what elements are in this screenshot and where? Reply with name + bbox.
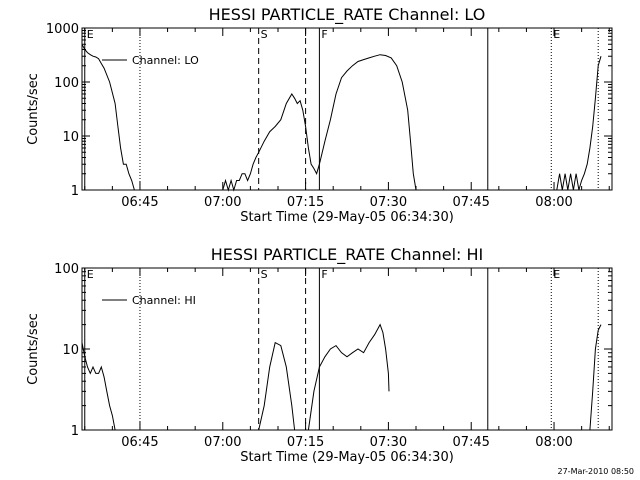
x-tick-label: 07:00 [204, 195, 241, 210]
x-tick-label: 07:30 [370, 195, 407, 210]
x-tick-label: 07:15 [287, 195, 324, 210]
x-tick-label: 08:00 [535, 435, 572, 450]
series-line [82, 342, 116, 431]
y-tick-label: 1000 [46, 22, 79, 37]
x-axis-label: Start Time (29-May-05 06:34:30) [240, 450, 454, 465]
x-tick-label: 07:15 [287, 435, 324, 450]
chart-panel-2: HESSI PARTICLE_RATE Channel: HI 1 10 100 Cou… [26, 245, 613, 465]
x-tick-label: 06:45 [121, 195, 158, 210]
x-tick-label: 07:00 [204, 435, 241, 450]
legend-label: Channel: LO [132, 54, 199, 67]
event-marker-label: E [553, 28, 560, 41]
y-tick-label: 1 [71, 184, 79, 199]
y-axis-label: Counts/sec [26, 73, 41, 145]
series-line [589, 324, 602, 431]
x-axis-label: Start Time (29-May-05 06:34:30) [240, 210, 454, 225]
chart-panel-1: HESSI PARTICLE_RATE Channel: LO 1 10 100 100… [26, 5, 613, 225]
x-tick-label: 08:00 [535, 195, 572, 210]
event-marker-label: E [553, 268, 560, 281]
event-marker-label: S [261, 268, 268, 281]
y-tick-label: 10 [62, 130, 79, 145]
y-tick-label: 1 [71, 424, 79, 439]
event-marker-label: F [321, 28, 327, 41]
series-line [222, 54, 417, 192]
y-tick-label: 100 [54, 76, 79, 91]
event-marker-label: E [87, 268, 94, 281]
y-tick-label: 100 [54, 262, 79, 277]
x-tick-label: 06:45 [121, 435, 158, 450]
x-tick-label: 07:45 [452, 195, 489, 210]
plot-frame [81, 27, 613, 191]
y-axis-label: Counts/sec [26, 313, 41, 385]
x-tick-label: 07:45 [452, 435, 489, 450]
event-marker-label: S [261, 28, 268, 41]
timestamp: 27-Mar-2010 08:50 [557, 467, 635, 476]
y-tick-label: 10 [62, 343, 79, 358]
legend-label: Channel: HI [132, 294, 196, 307]
chart-title: HESSI PARTICLE_RATE Channel: LO [209, 5, 486, 25]
series-line [307, 323, 390, 431]
plot-frame [81, 267, 613, 431]
chart-title: HESSI PARTICLE_RATE Channel: HI [211, 245, 484, 265]
x-tick-label: 07:30 [370, 435, 407, 450]
series-line [556, 56, 602, 191]
event-marker-label: F [321, 268, 327, 281]
series-line [258, 341, 296, 431]
event-marker-label: E [87, 28, 94, 41]
series-line [82, 44, 135, 191]
